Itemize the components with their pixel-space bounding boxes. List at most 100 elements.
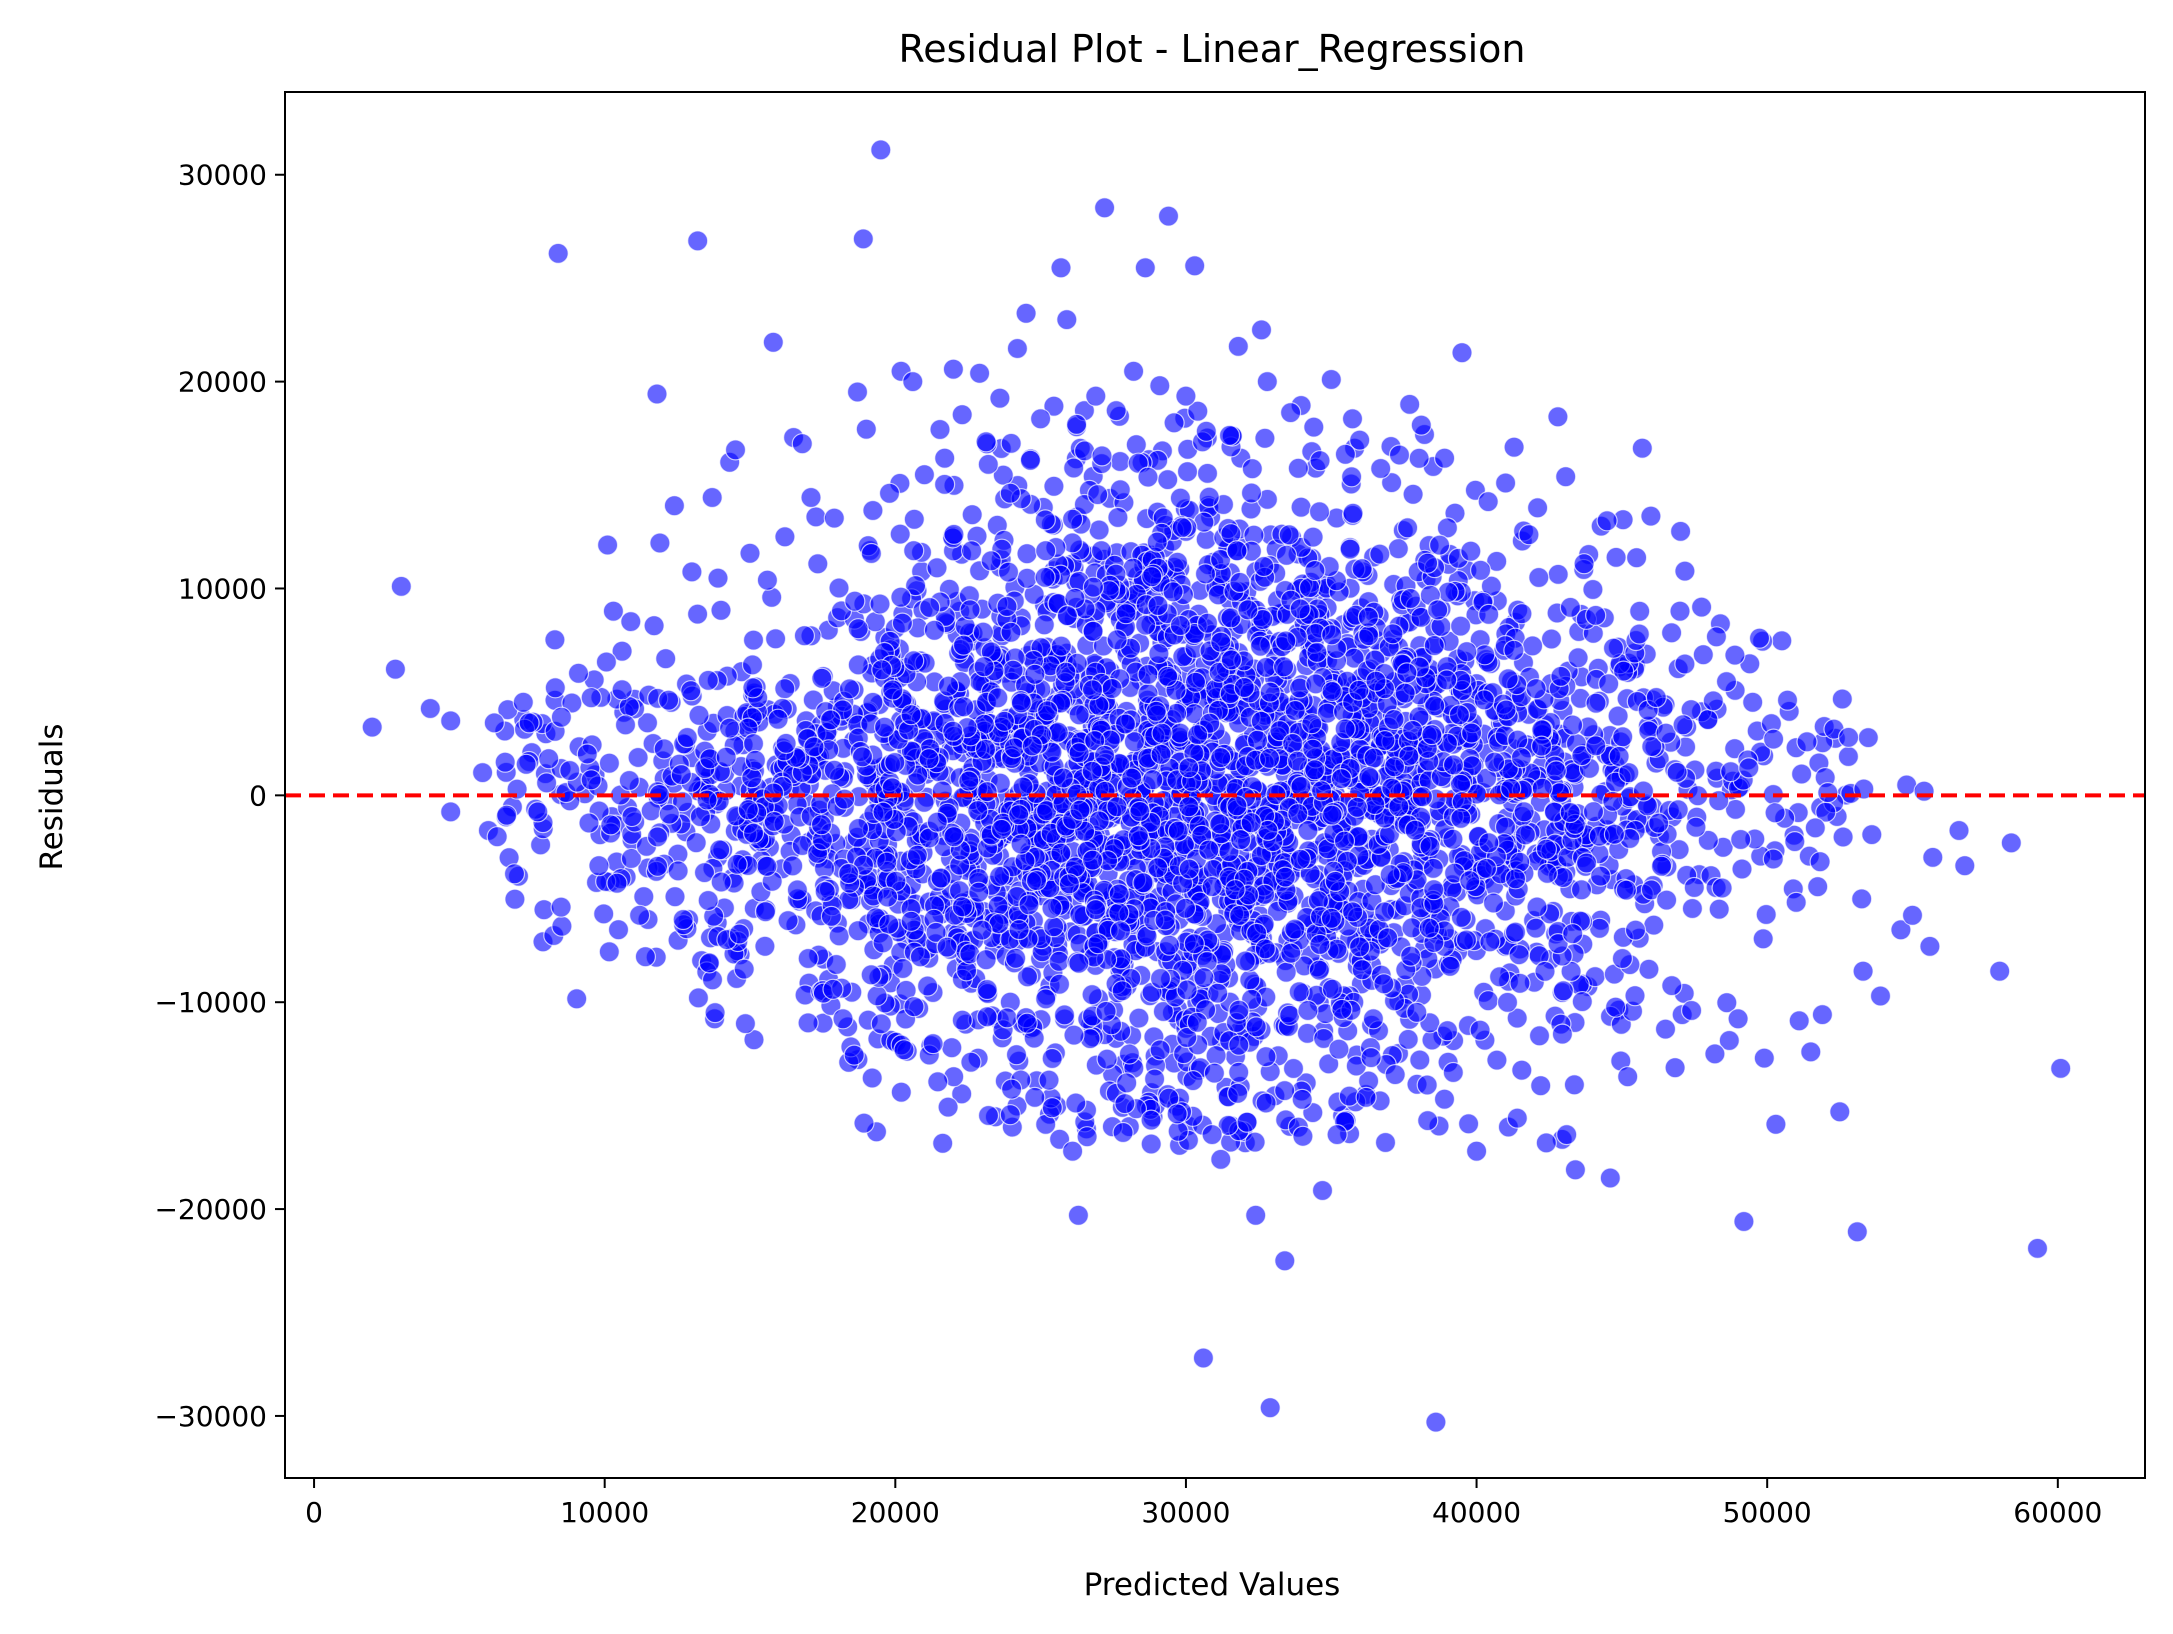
y-axis-label: Residuals xyxy=(34,723,70,870)
scatter-point xyxy=(1387,538,1409,560)
scatter-point xyxy=(1093,744,1116,767)
scatter-point xyxy=(649,532,671,554)
scatter-point xyxy=(1402,719,1424,742)
scatter-point xyxy=(1021,735,1043,757)
scatter-point xyxy=(1598,673,1620,695)
scatter-point xyxy=(1731,858,1753,880)
scatter-point xyxy=(1603,823,1626,845)
scatter-point xyxy=(486,826,508,848)
scatter-point xyxy=(1525,678,1547,700)
scatter-point xyxy=(1035,988,1057,1010)
scatter-point xyxy=(1306,641,1328,664)
scatter-point xyxy=(1349,429,1371,451)
scatter-point xyxy=(1134,257,1156,279)
scatter-point xyxy=(1809,851,1831,873)
scatter-point xyxy=(518,712,540,734)
scatter-point xyxy=(1157,205,1180,227)
scatter-point xyxy=(1423,879,1445,901)
scatter-point xyxy=(869,593,891,615)
scatter-point xyxy=(890,586,912,608)
scatter-point xyxy=(1303,416,1325,438)
scatter-point xyxy=(600,814,622,836)
scatter-point xyxy=(1837,745,1860,768)
scatter-point xyxy=(1025,869,1048,892)
scatter-point xyxy=(1582,578,1604,601)
scatter-point xyxy=(1228,999,1250,1021)
scatter-point xyxy=(1427,599,1449,621)
scatter-point xyxy=(1230,828,1252,851)
scatter-point xyxy=(1167,820,1189,842)
scatter-point xyxy=(1715,670,1738,693)
scatter-point xyxy=(1000,1078,1023,1100)
scatter-point xyxy=(1674,560,1696,582)
scatter-point xyxy=(1010,692,1033,714)
scatter-point xyxy=(1355,1086,1377,1109)
scatter-point xyxy=(1358,624,1380,647)
scatter-point xyxy=(797,1012,819,1034)
scatter-point xyxy=(1289,848,1312,870)
scatter-point xyxy=(1650,855,1673,877)
scatter-point xyxy=(547,242,569,264)
scatter-point xyxy=(1076,1126,1098,1148)
scatter-point xyxy=(1602,637,1625,659)
scatter-point xyxy=(1065,413,1088,435)
scatter-point xyxy=(971,919,993,941)
y-tick-label: 0 xyxy=(249,779,267,812)
scatter-point xyxy=(1061,1140,1084,1162)
scatter-point xyxy=(1109,450,1131,473)
scatter-point xyxy=(1733,1210,1755,1233)
scatter-point xyxy=(1762,848,1784,870)
chart-title: Residual Plot - Linear_Regression xyxy=(899,27,1526,71)
scatter-point xyxy=(878,482,901,504)
scatter-point xyxy=(733,958,755,980)
scatter-point xyxy=(774,526,796,548)
scatter-point xyxy=(1550,665,1572,688)
scatter-point xyxy=(1050,842,1072,864)
scatter-point xyxy=(861,1067,883,1089)
scatter-point xyxy=(1043,475,1065,497)
scatter-point xyxy=(1567,647,1589,669)
scatter-point xyxy=(913,464,936,486)
scatter-point xyxy=(1503,639,1525,661)
scatter-point xyxy=(1002,659,1024,681)
y-axis-ticks: −30000 −20000 −10000 0 10000 20000 30000 xyxy=(154,159,285,1433)
scatter-point xyxy=(614,714,637,736)
scatter-point xyxy=(1321,624,1343,646)
scatter-point xyxy=(889,523,911,545)
scatter-point xyxy=(1135,614,1157,636)
scatter-point xyxy=(724,439,747,461)
scatter-point xyxy=(1272,656,1295,678)
scatter-point xyxy=(844,590,866,612)
scatter-point xyxy=(958,770,980,792)
scatter-point xyxy=(1142,769,1164,791)
scatter-point xyxy=(1302,738,1324,760)
scatter-point xyxy=(756,569,779,591)
scatter-point xyxy=(1184,255,1206,277)
scatter-point xyxy=(1667,799,1689,821)
scatter-point xyxy=(996,595,1018,618)
scatter-point xyxy=(1220,649,1243,671)
scatter-point xyxy=(1333,830,1356,852)
scatter-point xyxy=(1374,729,1396,752)
scatter-point xyxy=(1182,1069,1204,1092)
scatter-point xyxy=(1396,662,1418,684)
scatter-point xyxy=(742,629,765,651)
scatter-point xyxy=(975,431,997,453)
scatter-point xyxy=(1790,763,1813,785)
scatter-point xyxy=(820,905,843,928)
scatter-point xyxy=(1388,444,1411,466)
scatter-point xyxy=(1397,1028,1419,1051)
scatter-point xyxy=(1035,540,1057,562)
scatter-point xyxy=(1287,457,1309,479)
scatter-point xyxy=(999,482,1021,504)
scatter-point xyxy=(567,662,590,684)
x-tick-label: 50000 xyxy=(1723,1496,1812,1529)
scatter-point xyxy=(742,677,764,699)
scatter-point xyxy=(1341,901,1364,923)
scatter-point xyxy=(1041,897,1063,919)
scatter-point xyxy=(634,946,657,968)
scatter-point xyxy=(822,978,844,1000)
scatter-point xyxy=(1837,726,1860,749)
scatter-point xyxy=(767,708,789,730)
